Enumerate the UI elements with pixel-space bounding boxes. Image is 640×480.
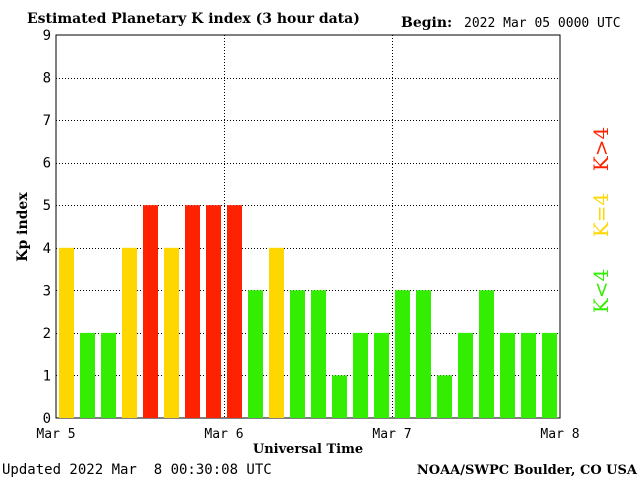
bar [227, 205, 242, 418]
bar [332, 375, 347, 418]
y-tick-label: 0 [43, 411, 51, 427]
x-ticks: Mar 5 Mar 6 Mar 7 Mar 8 [36, 427, 579, 442]
bar [395, 290, 410, 418]
updated-text: Updated 2022 Mar 8 00:30:08 UTC [2, 462, 272, 478]
begin-value: 2022 Mar 05 0000 UTC [464, 16, 621, 31]
y-tick-label: 5 [43, 198, 51, 214]
y-tick-label: 7 [43, 113, 51, 129]
bar [185, 205, 200, 418]
x-tick-label: Mar 6 [204, 427, 243, 442]
legend-item: K<4 [589, 269, 613, 313]
bar [206, 205, 221, 418]
bar [500, 332, 515, 418]
bar [80, 332, 95, 418]
bar [521, 332, 536, 418]
legend: K<4 K=4 K>4 [589, 127, 613, 313]
bar [101, 332, 116, 418]
bar [416, 290, 431, 418]
y-tick-label: 2 [43, 326, 51, 342]
chart-title: Estimated Planetary K index (3 hour data… [27, 11, 360, 27]
bar [269, 247, 284, 418]
source-text: NOAA/SWPC Boulder, CO USA [417, 463, 638, 478]
bar [164, 247, 179, 418]
y-axis-label: Kp index [15, 192, 31, 262]
y-tick-label: 1 [43, 368, 51, 384]
y-ticks: 0 1 2 3 4 5 6 7 8 9 [43, 28, 51, 427]
y-tick-label: 4 [43, 241, 51, 257]
legend-item: K=4 [589, 193, 613, 237]
plot-frame [55, 34, 561, 419]
bar [437, 375, 452, 418]
x-tick-label: Mar 8 [540, 427, 579, 442]
bar [479, 290, 494, 418]
begin-label: Begin: [401, 15, 452, 31]
bar [374, 332, 389, 418]
bar [143, 205, 158, 418]
x-tick-label: Mar 7 [372, 427, 411, 442]
y-tick-label: 8 [43, 71, 51, 87]
x-tick-label: Mar 5 [36, 427, 75, 442]
y-tick-label: 6 [43, 156, 51, 172]
bar [59, 247, 74, 418]
bar [458, 332, 473, 418]
bar [122, 247, 137, 418]
grid [56, 35, 560, 418]
bar [542, 332, 557, 418]
bar [248, 290, 263, 418]
bar [290, 290, 305, 418]
legend-item: K>4 [589, 127, 613, 171]
bar [311, 290, 326, 418]
y-tick-label: 9 [43, 28, 51, 44]
bars [59, 205, 557, 418]
bar [353, 332, 368, 418]
y-tick-label: 3 [43, 283, 51, 299]
x-axis-label: Universal Time [253, 442, 363, 457]
